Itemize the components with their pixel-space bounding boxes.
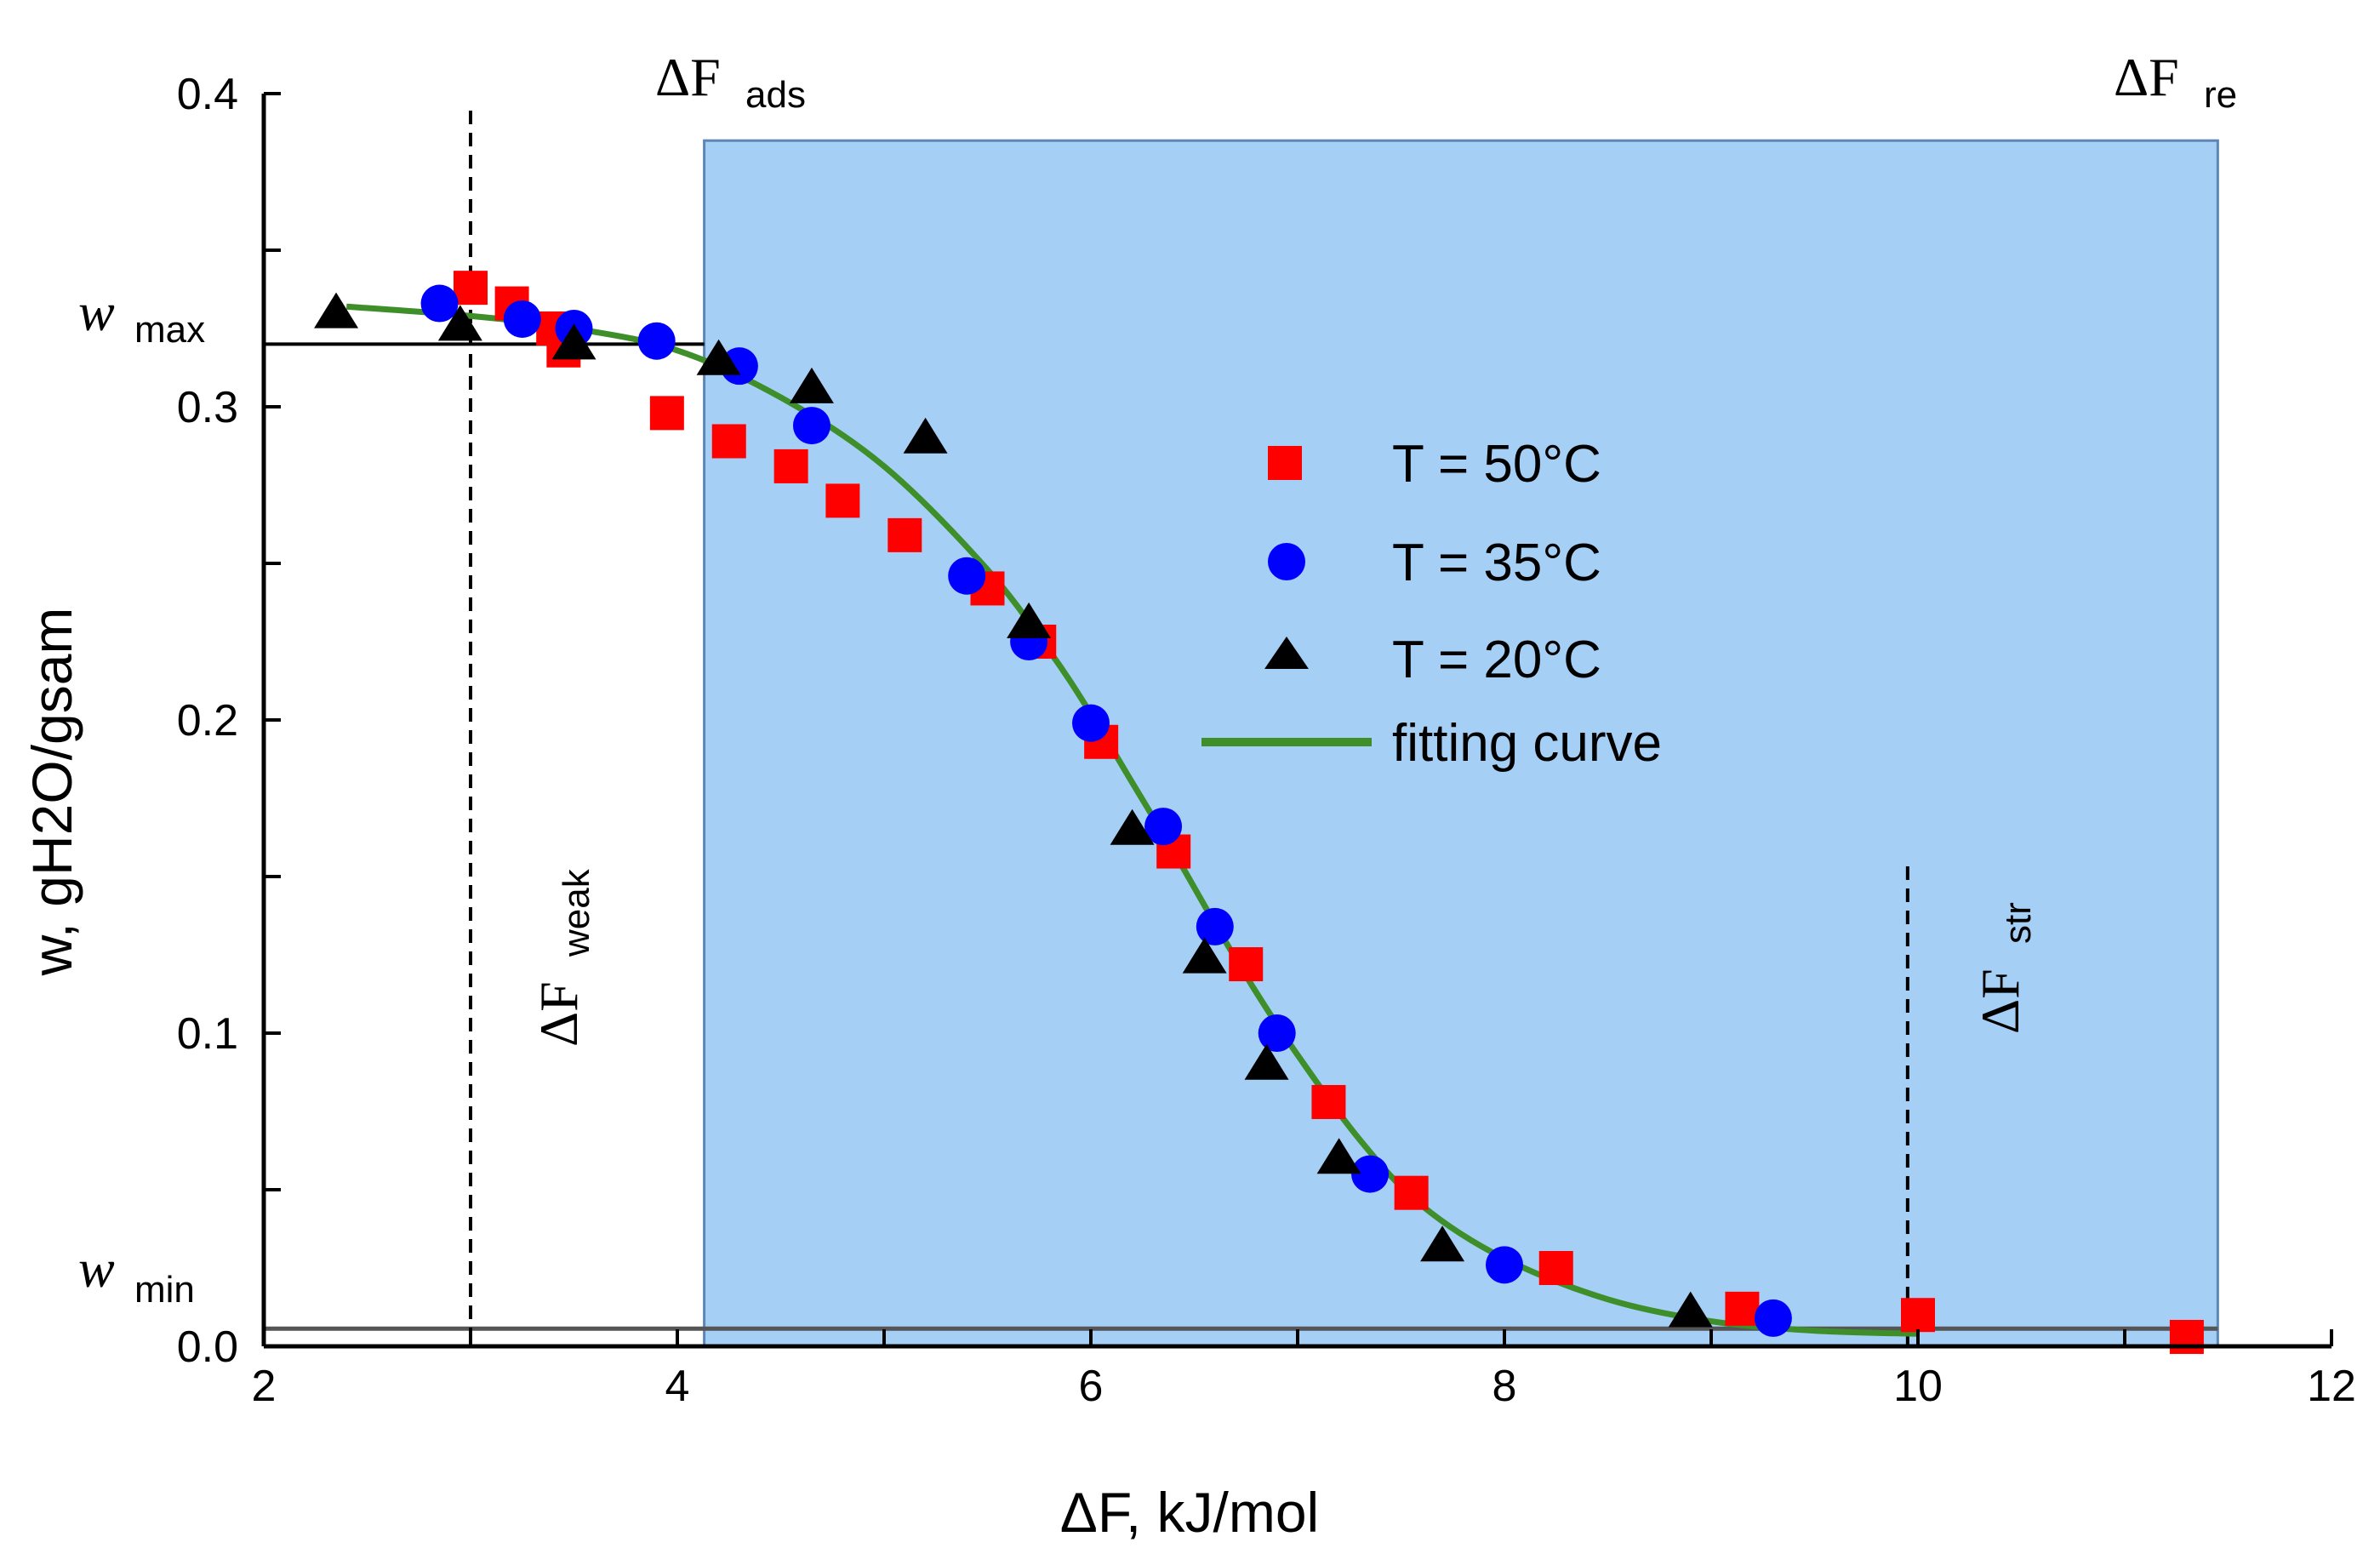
point-20c (1007, 602, 1052, 638)
point-20c (551, 323, 596, 360)
delta-f-ads-annotation: ΔF ads (655, 47, 806, 116)
x-tick-label: 12 (2307, 1362, 2356, 1411)
svg-text:ΔF: ΔF (1970, 968, 2030, 1034)
point-35c (1072, 704, 1110, 742)
legend-label-50c: T = 50°C (1392, 435, 1601, 494)
point-20c (696, 339, 741, 375)
point-20c (789, 367, 834, 403)
point-50c (1394, 1175, 1429, 1210)
axes (261, 92, 2333, 1349)
point-50c (773, 448, 808, 483)
svg-text:ΔF: ΔF (655, 47, 721, 107)
y-tick-label: 0.1 (177, 1009, 238, 1059)
y-tick-label: 0.0 (177, 1322, 238, 1372)
data-points (314, 271, 2204, 1354)
point-20c (903, 417, 948, 454)
legend-marker-20c (1264, 637, 1309, 669)
point-50c (711, 424, 746, 459)
point-35c (1196, 907, 1234, 945)
point-50c (2169, 1319, 2204, 1354)
point-50c (1538, 1251, 1573, 1285)
delta-f-weak-annotation: ΔF weak (528, 868, 597, 1047)
w-max-annotation: w max (78, 282, 205, 351)
svg-text:ΔF: ΔF (528, 981, 589, 1047)
point-50c (825, 483, 860, 518)
point-35c (420, 284, 459, 323)
y-axis-title: w, gH2O/gsam (20, 608, 83, 977)
point-35c (1351, 1155, 1390, 1193)
x-tick-label: 10 (1893, 1362, 1943, 1411)
svg-text:re: re (2204, 74, 2237, 116)
point-20c (1182, 937, 1227, 974)
delta-f-re-annotation: ΔF re (2114, 47, 2237, 116)
point-20c (1244, 1043, 1289, 1080)
tick-labels: 0.0 0.1 0.2 0.3 0.4 2 4 6 8 10 12 (177, 70, 2356, 1411)
w-min-annotation: w min (78, 1238, 195, 1311)
point-20c (1110, 808, 1155, 845)
x-tick-label: 6 (1079, 1362, 1104, 1411)
y-tick-label: 0.3 (177, 383, 238, 432)
x-tick-label: 4 (665, 1362, 690, 1411)
svg-text:weak: weak (556, 868, 597, 957)
point-50c (1229, 947, 1264, 982)
point-20c (1668, 1291, 1713, 1328)
point-20c (1316, 1138, 1361, 1174)
svg-text:ads: ads (745, 74, 806, 116)
delta-f-str-annotation: ΔF str (1970, 902, 2039, 1034)
y-tick-label: 0.2 (177, 696, 238, 745)
point-50c (888, 517, 922, 552)
svg-text:w: w (78, 282, 115, 342)
legend-label-35c: T = 35°C (1392, 534, 1601, 592)
point-35c (792, 407, 830, 445)
point-35c (720, 347, 758, 386)
adsorption-region (703, 139, 2219, 1348)
point-20c (437, 305, 482, 341)
point-35c (1144, 808, 1183, 846)
legend-marker-50c (1268, 446, 1302, 480)
point-35c (637, 322, 676, 360)
point-50c (1311, 1084, 1346, 1119)
point-50c (1901, 1298, 1935, 1333)
legend: T = 50°C T = 35°C T = 20°C fitting curve (1201, 435, 1662, 773)
legend-label-fit: fitting curve (1392, 714, 1662, 773)
point-35c (1258, 1014, 1296, 1052)
x-tick-label: 8 (1492, 1362, 1517, 1411)
point-20c (1420, 1225, 1465, 1262)
svg-text:max: max (134, 309, 205, 351)
svg-text:min: min (134, 1269, 195, 1311)
point-20c (314, 292, 359, 328)
point-35c (1486, 1246, 1523, 1284)
point-50c (649, 396, 684, 431)
x-tick-label: 2 (252, 1362, 277, 1411)
point-50c (454, 271, 488, 306)
svg-text:str: str (1997, 902, 2039, 944)
point-35c (1754, 1299, 1792, 1337)
legend-marker-35c (1268, 543, 1305, 580)
x-axis-title: ΔF, kJ/mol (1060, 1481, 1319, 1544)
y-tick-label: 0.4 (177, 70, 238, 119)
svg-text:w: w (78, 1238, 115, 1299)
legend-label-20c: T = 20°C (1392, 631, 1601, 689)
point-35c (948, 557, 986, 595)
point-35c (503, 300, 541, 338)
svg-text:ΔF: ΔF (2114, 47, 2179, 107)
point-50c (1725, 1291, 1760, 1326)
